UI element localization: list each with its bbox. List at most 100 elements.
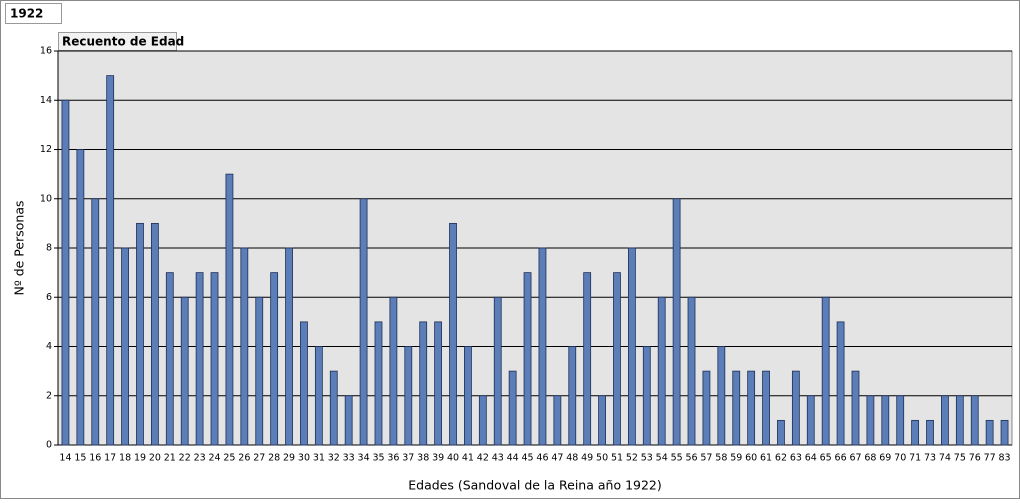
y-tick-label: 2 [46,390,52,401]
x-tick-label: 75 [954,453,966,464]
bar [955,395,964,446]
x-tick-label: 15 [74,453,86,464]
bar [970,395,979,446]
bar [225,173,234,446]
x-tick-label: 83 [999,453,1011,464]
bar [613,272,621,446]
bar [791,370,800,446]
x-tick-label: 37 [402,453,414,464]
x-tick-label: 56 [685,453,697,464]
x-tick-label: 63 [790,453,802,464]
bar [329,370,338,446]
x-tick-label: 35 [372,453,384,464]
bar [508,370,517,446]
x-tick-label: 28 [268,453,280,464]
x-tick-label: 14 [59,453,71,464]
bar [702,370,711,446]
bar [359,198,368,446]
bar [180,296,189,446]
x-tick-label: 73 [924,453,936,464]
bar [583,272,592,446]
bar [493,296,502,446]
bar [657,296,666,446]
bar [747,370,756,446]
filter-label[interactable]: 1922 [10,7,43,21]
x-tick-label: 68 [864,453,876,464]
bar [985,419,994,446]
x-tick-label: 23 [194,453,206,464]
bar [866,395,875,446]
x-tick-label: 54 [656,453,668,464]
y-tick-label: 6 [46,292,52,303]
bar [150,222,159,446]
bar [687,296,696,446]
bar [553,395,562,446]
bar [106,75,115,446]
bar [285,247,293,446]
bar [627,247,636,446]
bar [121,247,129,446]
x-tick-label: 53 [641,453,653,464]
bar [941,395,949,446]
x-tick-label: 62 [775,453,787,464]
x-tick-label: 18 [119,453,131,464]
x-tick-label: 76 [969,453,981,464]
x-tick-label: 77 [984,453,996,464]
bar [717,346,726,446]
x-tick-label: 26 [238,453,250,464]
bar [61,99,70,446]
x-tick-label: 36 [387,453,399,464]
bar [449,222,457,446]
x-tick-label: 50 [596,453,608,464]
x-axis-title: Edades (Sandoval de la Reina año 1922) [408,478,662,493]
x-tick-label: 38 [417,453,429,464]
bar [762,370,770,446]
x-tick-label: 40 [447,453,459,464]
bar [851,370,860,446]
bar [896,395,905,446]
bar [255,296,264,446]
x-tick-label: 49 [581,453,593,464]
bar [434,321,443,446]
y-axis-title: Nº de Personas [12,201,27,296]
bar [672,198,681,446]
x-tick-label: 48 [566,453,578,464]
bar [478,395,487,446]
y-tick-label: 16 [40,46,52,57]
bar [911,419,920,446]
bar [76,149,85,446]
x-tick-label: 60 [745,453,757,464]
field-button-label[interactable]: Recuento de Edad [62,35,184,49]
x-tick-label: 57 [700,453,712,464]
bar [270,272,279,446]
x-tick-label: 55 [671,453,683,464]
x-tick-label: 19 [134,453,146,464]
bar [344,395,353,446]
bar [419,321,428,446]
x-tick-label: 59 [730,453,742,464]
filter-box[interactable] [5,3,62,24]
x-tick-label: 22 [179,453,191,464]
x-tick-label: 42 [477,453,489,464]
x-tick-label: 46 [536,453,548,464]
x-tick-label: 24 [208,453,220,464]
bar [240,247,249,446]
x-tick-label: 20 [149,453,161,464]
bar [881,395,890,446]
x-tick-label: 47 [551,453,563,464]
x-tick-label: 21 [164,453,176,464]
x-tick-label: 29 [283,453,295,464]
bar [210,272,219,446]
bar [732,370,741,446]
x-tick-label: 25 [223,453,235,464]
x-tick-label: 31 [313,453,325,464]
x-tick-label: 16 [89,453,101,464]
x-tick-label: 30 [298,453,310,464]
bar [836,321,845,446]
bar [165,272,174,446]
bar [464,346,472,446]
bar [404,346,413,446]
x-tick-label: 67 [849,453,861,464]
bar [523,272,532,446]
